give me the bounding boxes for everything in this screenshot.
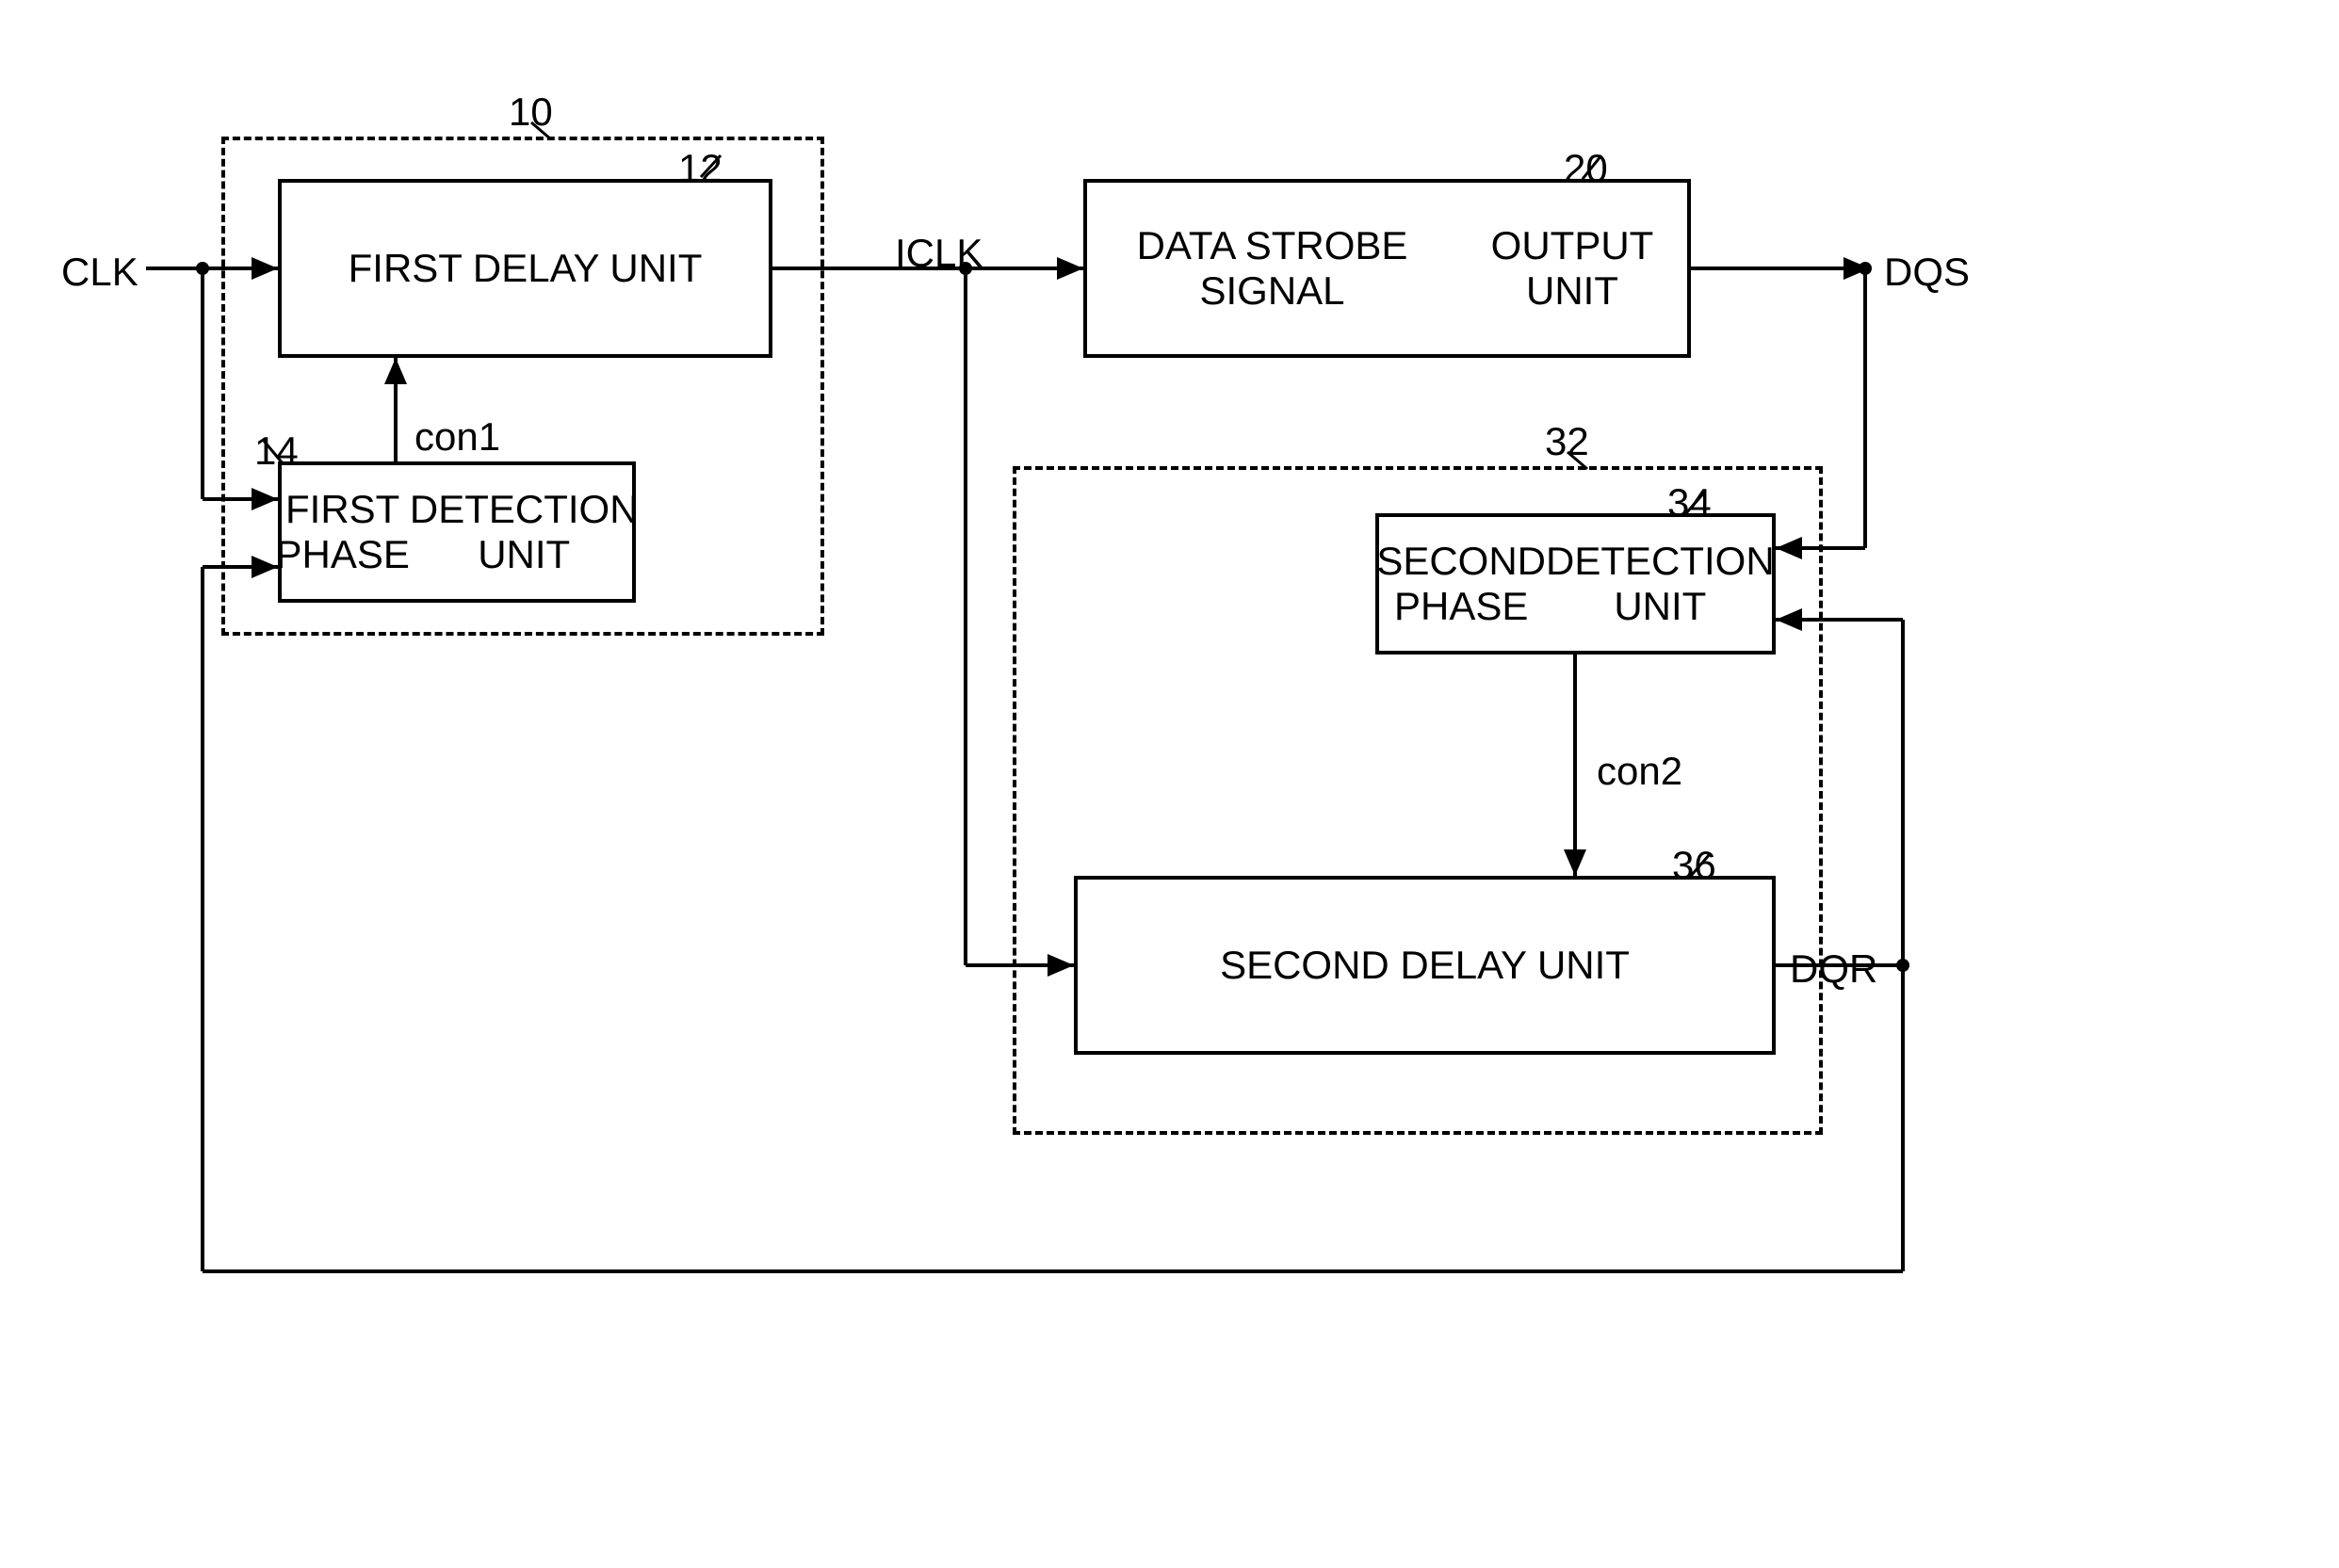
label-DQR: DQR	[1790, 946, 1877, 992]
ref-label-34: 34	[1667, 480, 1712, 525]
block-34: SECOND PHASEDETECTION UNIT	[1375, 513, 1776, 655]
ref-label-14: 14	[254, 428, 299, 474]
label-CLK: CLK	[61, 250, 138, 295]
ref-label-36: 36	[1672, 843, 1716, 888]
ref-label-10: 10	[509, 89, 553, 135]
block-14: FIRST PHASEDETECTION UNIT	[278, 461, 636, 603]
ref-label-20: 20	[1564, 146, 1608, 191]
label-ICLK: ICLK	[895, 231, 983, 276]
block-20: DATA STROBE SIGNALOUTPUT UNIT	[1083, 179, 1691, 358]
label-con2: con2	[1597, 749, 1682, 794]
ref-label-32: 32	[1545, 419, 1589, 464]
ref-label-12: 12	[678, 146, 723, 191]
label-con1: con1	[414, 414, 500, 460]
label-DQS: DQS	[1884, 250, 1970, 295]
diagram-canvas: 10 32 FIRST DELAY UNIT12 FIRST PHASEDETECTI…	[0, 0, 2339, 1568]
block-12: FIRST DELAY UNIT	[278, 179, 772, 358]
block-36: SECOND DELAY UNIT	[1074, 876, 1776, 1055]
